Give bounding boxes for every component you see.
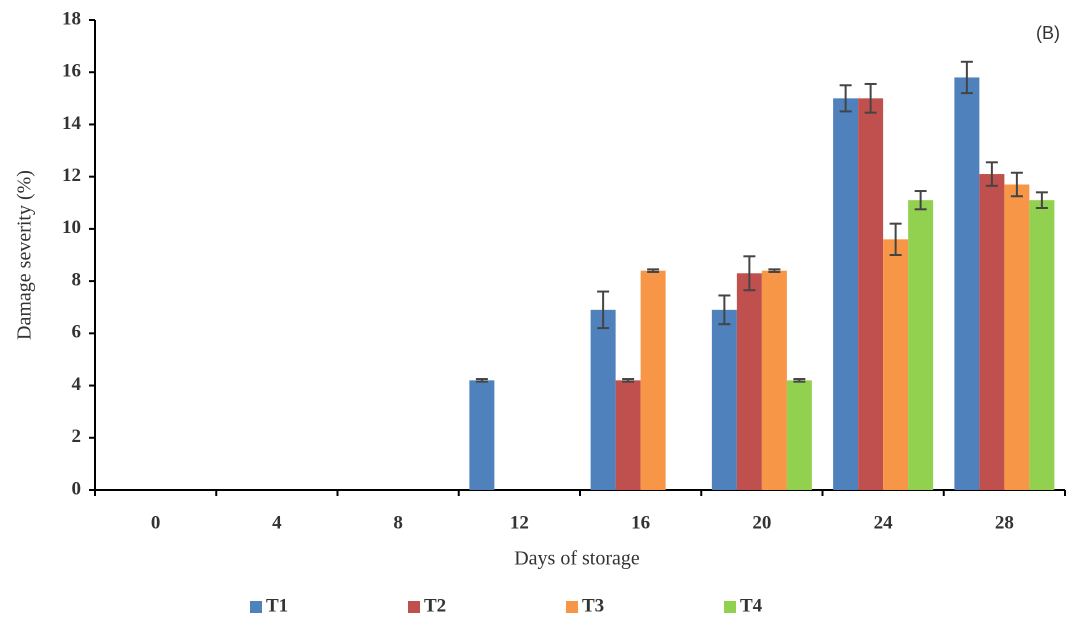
y-tick-label: 12 (62, 165, 81, 186)
bar (469, 380, 495, 490)
bar (761, 270, 787, 490)
bar (833, 98, 859, 490)
y-tick-label: 8 (72, 269, 82, 290)
bar (590, 309, 616, 490)
bar (1029, 200, 1055, 490)
error-bar (914, 190, 927, 211)
legend-label: T1 (266, 595, 288, 616)
bar (858, 98, 884, 490)
error-bar (1010, 171, 1023, 198)
bar (640, 270, 666, 490)
x-tick-label: 20 (752, 512, 771, 533)
bar (786, 380, 812, 490)
error-bar (985, 161, 998, 187)
error-bar (793, 378, 806, 383)
error-bar (597, 290, 610, 330)
error-bar (839, 84, 852, 113)
error-bar (743, 255, 756, 292)
legend-swatch (724, 601, 736, 613)
y-tick-label: 10 (62, 217, 81, 238)
bar (908, 200, 934, 490)
bar (736, 273, 762, 490)
legend-swatch (566, 601, 578, 613)
legend-label: T2 (424, 595, 446, 616)
bar (615, 380, 641, 490)
error-bar (1035, 191, 1048, 209)
error-bar (889, 222, 902, 256)
legend-swatch (408, 601, 420, 613)
error-bar (864, 82, 877, 114)
x-tick-label: 28 (995, 512, 1014, 533)
error-bar (647, 268, 660, 273)
bar (954, 77, 980, 490)
x-tick-label: 0 (151, 512, 161, 533)
error-bar (622, 378, 635, 383)
x-tick-label: 8 (393, 512, 403, 533)
legend-label: T4 (740, 595, 763, 616)
y-axis-label: Damage severity (%) (14, 170, 36, 340)
error-bar (475, 378, 488, 383)
error-bar (768, 268, 781, 273)
y-tick-label: 4 (72, 374, 82, 395)
bar (1004, 184, 1030, 490)
x-tick-label: 4 (272, 512, 282, 533)
y-tick-label: 18 (62, 8, 81, 29)
y-tick-label: 6 (72, 322, 82, 343)
bar (711, 309, 737, 490)
y-tick-label: 2 (72, 426, 82, 447)
annotation: (B) (1036, 23, 1060, 43)
x-tick-label: 16 (631, 512, 650, 533)
x-tick-label: 24 (874, 512, 894, 533)
y-tick-label: 0 (72, 478, 82, 499)
error-bar (960, 60, 973, 95)
y-tick-label: 16 (62, 61, 81, 82)
legend-label: T3 (582, 595, 604, 616)
y-tick-label: 14 (62, 113, 82, 134)
error-bar (718, 294, 731, 326)
bar (883, 239, 909, 490)
x-axis-label: Days of storage (514, 548, 640, 570)
bar (979, 174, 1005, 491)
x-tick-label: 12 (510, 512, 529, 533)
legend-swatch (250, 601, 262, 613)
